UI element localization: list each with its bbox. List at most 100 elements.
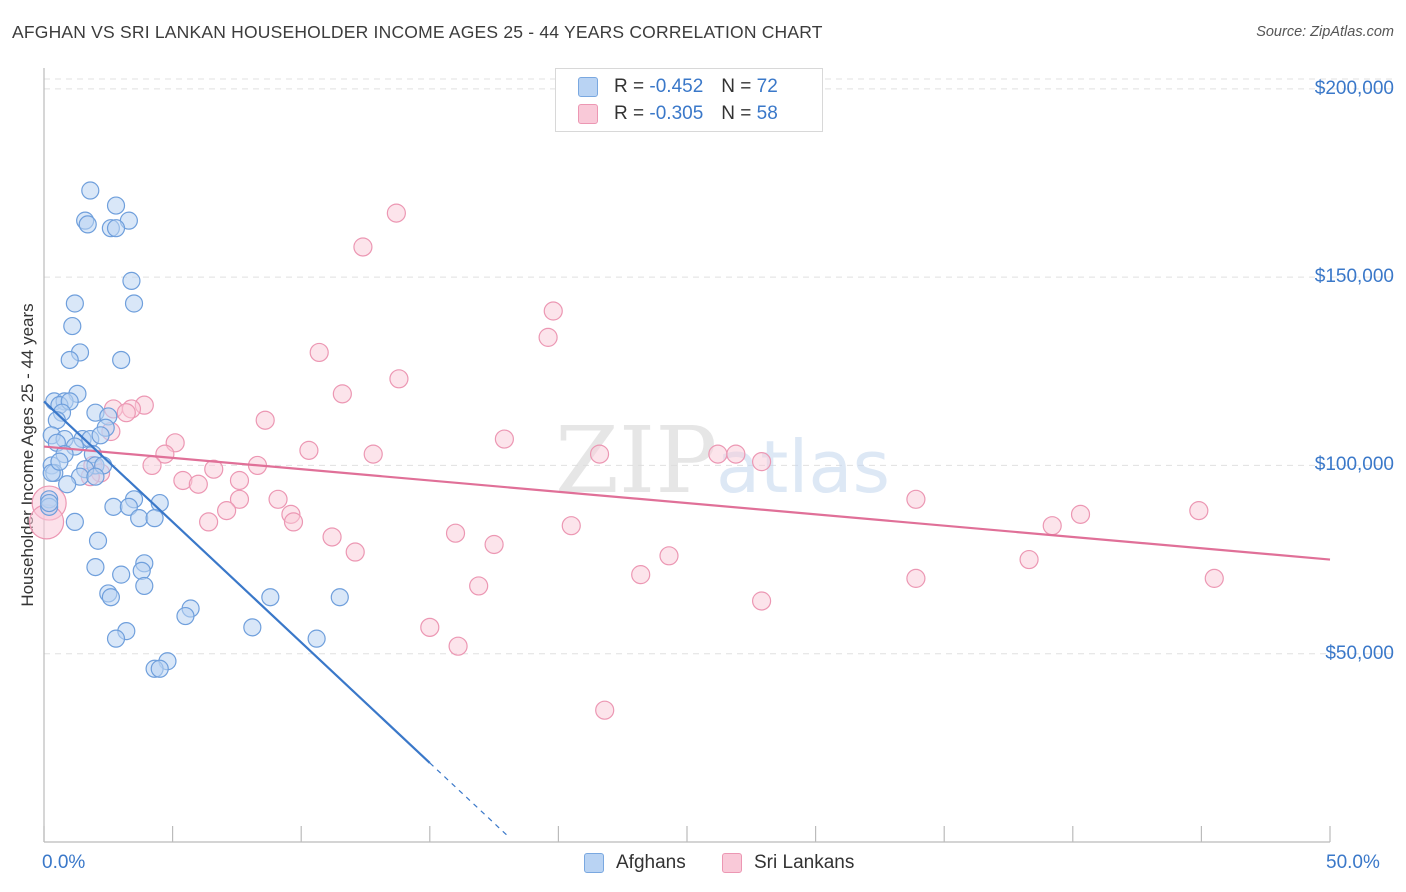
legend-n-label: N = [721, 103, 752, 124]
afghan-point [63, 316, 82, 336]
srilankan-point [1019, 549, 1039, 570]
afghan-point [112, 565, 131, 584]
afghan-point [65, 512, 84, 532]
srilankan-point [659, 546, 679, 566]
afghan-trendline [43, 400, 431, 764]
srilankan-point [332, 384, 352, 404]
afghan-trendline-extension [429, 762, 508, 836]
srilankan-point [229, 489, 250, 509]
x-tick-max: 50.0% [1326, 852, 1380, 873]
srilankan-point [906, 568, 926, 588]
srilankan-point [1204, 568, 1224, 588]
afghan-point [330, 588, 349, 607]
afghan-point [81, 181, 100, 200]
afghan-point [60, 350, 79, 370]
srilankan-series-label: Sri Lankans [754, 852, 855, 873]
afghan-point [86, 557, 105, 577]
afghan-point [119, 497, 138, 516]
bottom-legend-srilankan: Sri Lankans [722, 852, 854, 874]
srilankan-point [448, 636, 468, 656]
afghan-point [145, 509, 164, 528]
afghan-point [40, 493, 59, 513]
srilankan-point [561, 516, 581, 536]
srilankan-point [188, 474, 208, 494]
srilankan-point [708, 444, 728, 464]
afghan-point [106, 196, 126, 215]
srilankan-point [751, 591, 772, 611]
srilankan-point [538, 327, 558, 347]
afghan-point [243, 618, 262, 637]
srilankan-r-value: -0.305 [649, 103, 704, 124]
afghan-point [91, 426, 110, 445]
srilankan-swatch [578, 104, 598, 124]
y-tick-label: $50,000 [1325, 642, 1394, 664]
afghan-n-value: 72 [756, 76, 778, 97]
srilankan-point [726, 444, 746, 464]
srilankan-point [494, 429, 514, 449]
afghan-point [124, 294, 144, 313]
srilankan-point [906, 489, 926, 509]
afghan-point [150, 659, 169, 678]
srilankan-point [469, 576, 489, 596]
source-credit: Source: ZipAtlas.com [1256, 24, 1394, 40]
svg-text:atlas: atlas [716, 425, 890, 509]
bottom-legend-afghan: Afghans [584, 852, 686, 874]
srilankan-point [345, 542, 365, 562]
srilankan-point [199, 512, 219, 532]
afghan-point [106, 219, 126, 238]
afghan-point [122, 271, 141, 290]
srilankan-point [309, 342, 329, 363]
srilankan-point [751, 452, 772, 472]
afghan-point [50, 452, 69, 471]
afghan-swatch [584, 853, 604, 873]
chart-title: AFGHAN VS SRI LANKAN HOUSEHOLDER INCOME … [12, 22, 823, 42]
legend-r-label: R = [614, 76, 645, 97]
srilankan-point [445, 523, 466, 543]
srilankan-point [142, 455, 162, 476]
srilankan-point [1189, 501, 1209, 521]
afghan-point [112, 350, 131, 370]
srilankan-swatch [722, 853, 742, 873]
srilankan-point [386, 203, 406, 223]
srilankan-n-value: 58 [756, 103, 778, 124]
afghan-point [135, 576, 154, 596]
srilankan-point [217, 501, 237, 521]
legend-r-label: R = [614, 103, 645, 124]
srilankan-point [595, 700, 615, 720]
afghan-point [104, 497, 123, 516]
srilankan-point [1042, 516, 1062, 536]
zipatlas-watermark: ZIP atlas [555, 407, 890, 514]
afghan-r-value: -0.452 [649, 76, 704, 97]
srilankan-point [1070, 504, 1091, 524]
srilankan-point [353, 237, 373, 257]
afghan-point [86, 467, 105, 486]
afghan-point [132, 561, 151, 580]
afghan-point [130, 509, 149, 528]
legend: R = -0.452 N = 72 R = -0.305 N = 58 [555, 68, 823, 132]
srilankan-point [204, 459, 224, 479]
y-tick-label: $100,000 [1314, 454, 1394, 476]
afghan-point [176, 606, 195, 626]
srilankan-point [543, 301, 563, 321]
srilankan-point [322, 527, 342, 547]
afghan-point [106, 629, 126, 648]
afghan-swatch [578, 77, 598, 97]
srilankan-point [255, 410, 275, 430]
afghan-point [65, 294, 84, 313]
afghan-point [78, 215, 97, 234]
srilankan-point [484, 534, 504, 555]
srilankan-point [229, 470, 250, 491]
srilankan-point [420, 617, 440, 637]
afghan-point [307, 629, 326, 648]
srilankan-trendline [43, 445, 1331, 561]
srilankan-point [389, 369, 409, 389]
srilankan-point [116, 403, 136, 423]
legend-afghan: R = -0.452 N = 72 [578, 74, 778, 100]
srilankan-point [589, 444, 610, 464]
afghan-point [261, 588, 280, 607]
legend-srilankan: R = -0.305 N = 58 [578, 101, 778, 127]
afghan-series-label: Afghans [616, 852, 686, 873]
afghan-point [58, 475, 77, 494]
y-tick-label: $150,000 [1314, 266, 1394, 288]
